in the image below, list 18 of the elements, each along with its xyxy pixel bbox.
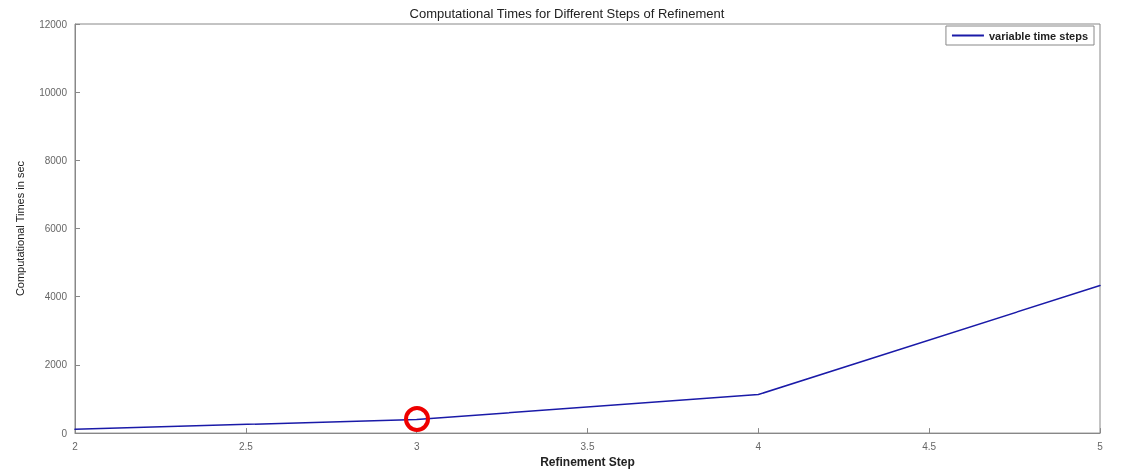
x-tick-label: 2.5 xyxy=(238,440,254,452)
y-axis-title: Computational Times in sec xyxy=(13,160,26,297)
x-tick-label: 3 xyxy=(413,440,420,452)
x-tick-label: 5 xyxy=(1097,440,1104,452)
x-tick-label: 4 xyxy=(755,440,762,452)
x-axis-title: Refinement Step xyxy=(540,455,635,469)
x-tick-label: 2 xyxy=(72,440,79,452)
x-tick-label: 4.5 xyxy=(922,440,937,452)
y-tick-label: 12000 xyxy=(39,18,68,30)
x-tick-label: 3.5 xyxy=(580,440,595,452)
y-tick-label: 8000 xyxy=(44,154,68,166)
y-tick-label: 4000 xyxy=(44,291,68,303)
y-tick-label: 0 xyxy=(61,427,68,439)
y-tick-label: 2000 xyxy=(44,359,68,371)
chart-title: Computational Times for Different Steps of Refinement xyxy=(409,6,725,21)
legend-label: variable time steps xyxy=(988,29,1089,42)
y-tick-label: 6000 xyxy=(44,223,68,235)
y-tick-label: 10000 xyxy=(39,86,68,98)
